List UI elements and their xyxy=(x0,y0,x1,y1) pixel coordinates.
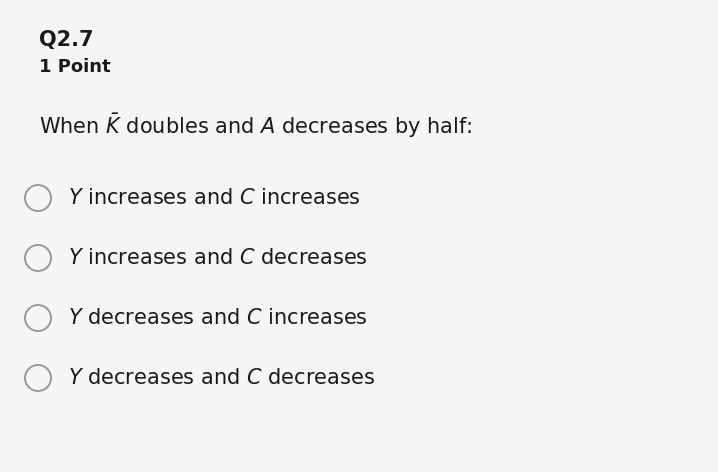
Text: $\mathit{Y}$ increases and $\mathit{C}$ decreases: $\mathit{Y}$ increases and $\mathit{C}$ … xyxy=(68,248,368,268)
Text: $\mathit{Y}$ decreases and $\mathit{C}$ decreases: $\mathit{Y}$ decreases and $\mathit{C}$ … xyxy=(68,368,375,388)
Text: When $\bar{K}$ doubles and $\mathit{A}$ decreases by half:: When $\bar{K}$ doubles and $\mathit{A}$ … xyxy=(39,112,473,140)
Text: Q2.7: Q2.7 xyxy=(39,30,94,50)
Text: $\mathit{Y}$ decreases and $\mathit{C}$ increases: $\mathit{Y}$ decreases and $\mathit{C}$ … xyxy=(68,308,368,328)
Text: $\mathit{Y}$ increases and $\mathit{C}$ increases: $\mathit{Y}$ increases and $\mathit{C}$ … xyxy=(68,188,360,208)
Text: 1 Point: 1 Point xyxy=(39,58,111,76)
